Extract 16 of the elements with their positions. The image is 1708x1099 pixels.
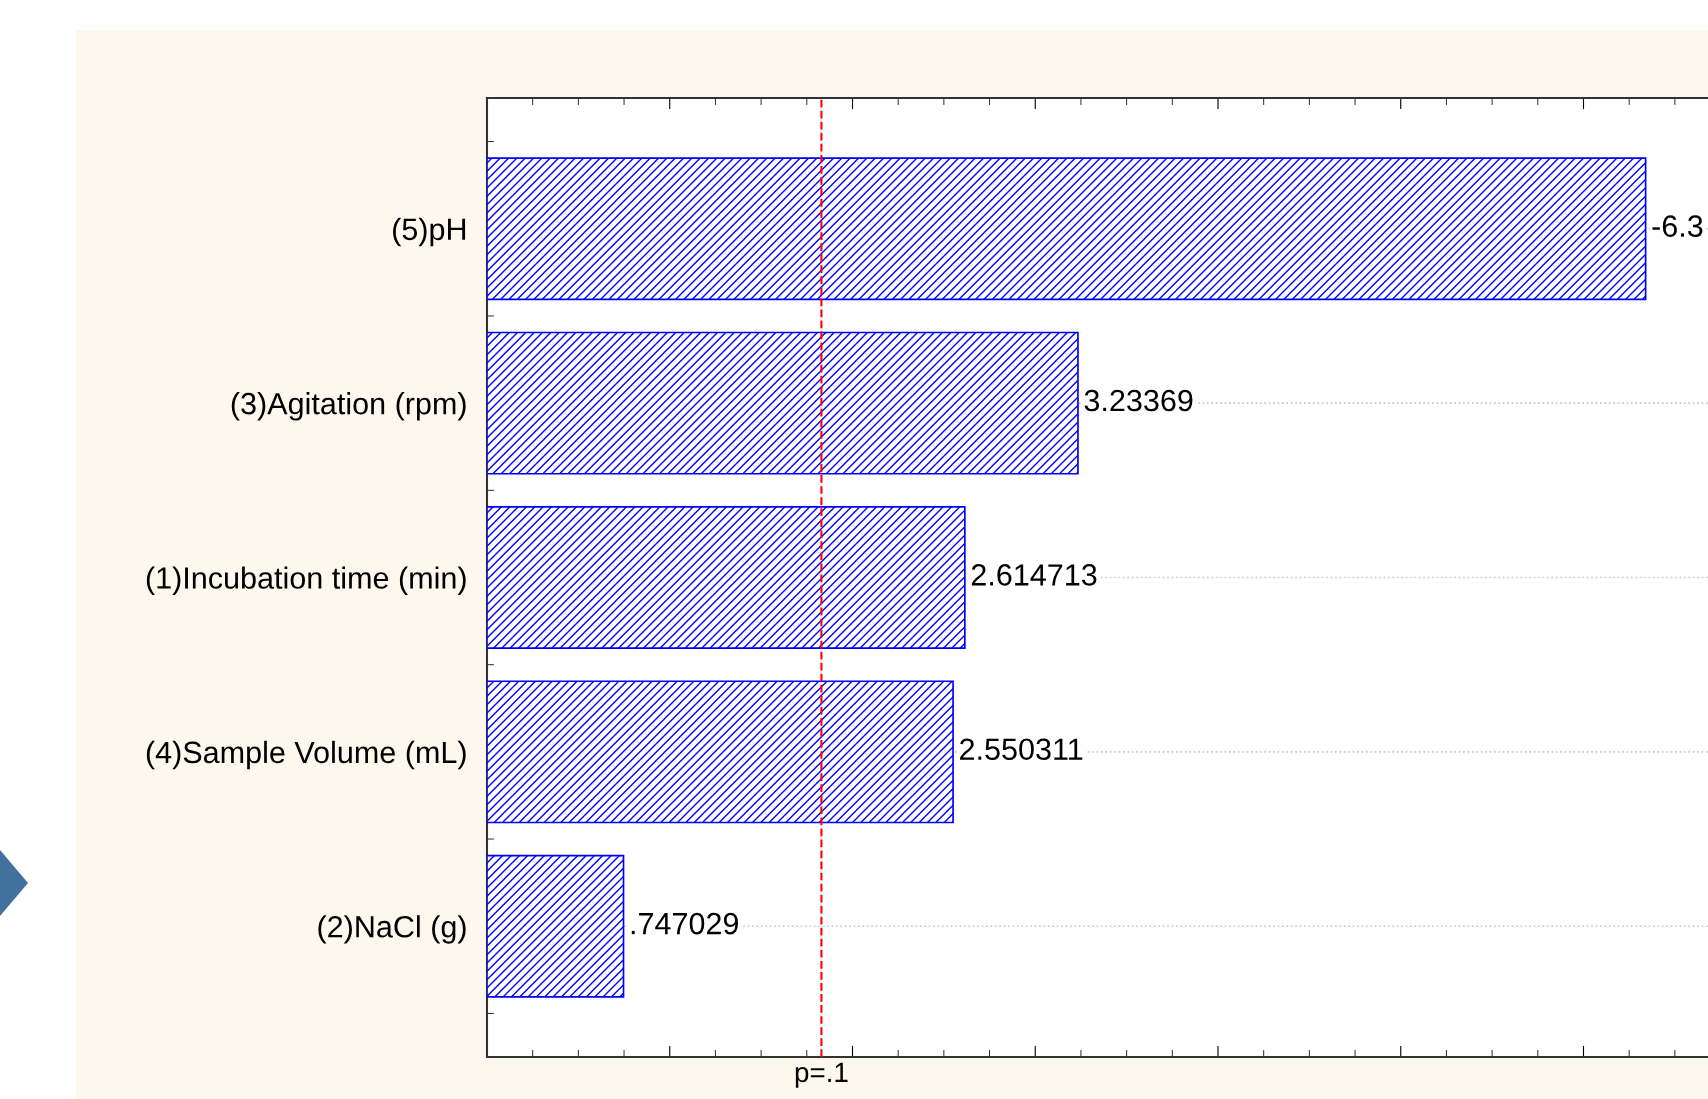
bar [487, 680, 954, 824]
y-tick-label: (3)Agitation (rpm) [231, 392, 466, 421]
bar [487, 331, 1079, 475]
data-label: 2.550311 [960, 738, 1083, 761]
data-label: 2.614713 [971, 564, 1097, 586]
y-tick-label: (5)pH [393, 217, 466, 247]
y-tick-label: (2)NaCl (g) [318, 915, 466, 944]
bar [487, 157, 1647, 301]
bar [487, 854, 625, 998]
annotation: -6.3 [1652, 215, 1703, 237]
ref-line-label: p=.1 [795, 1062, 848, 1088]
data-label: 3.23369 [1084, 389, 1193, 412]
bar [487, 506, 966, 649]
data-label: .747029 [631, 912, 738, 935]
y-tick-label: (1)Incubation time (min) [146, 566, 466, 595]
y-tick-label: (4)Sample Volume (mL) [146, 740, 466, 770]
